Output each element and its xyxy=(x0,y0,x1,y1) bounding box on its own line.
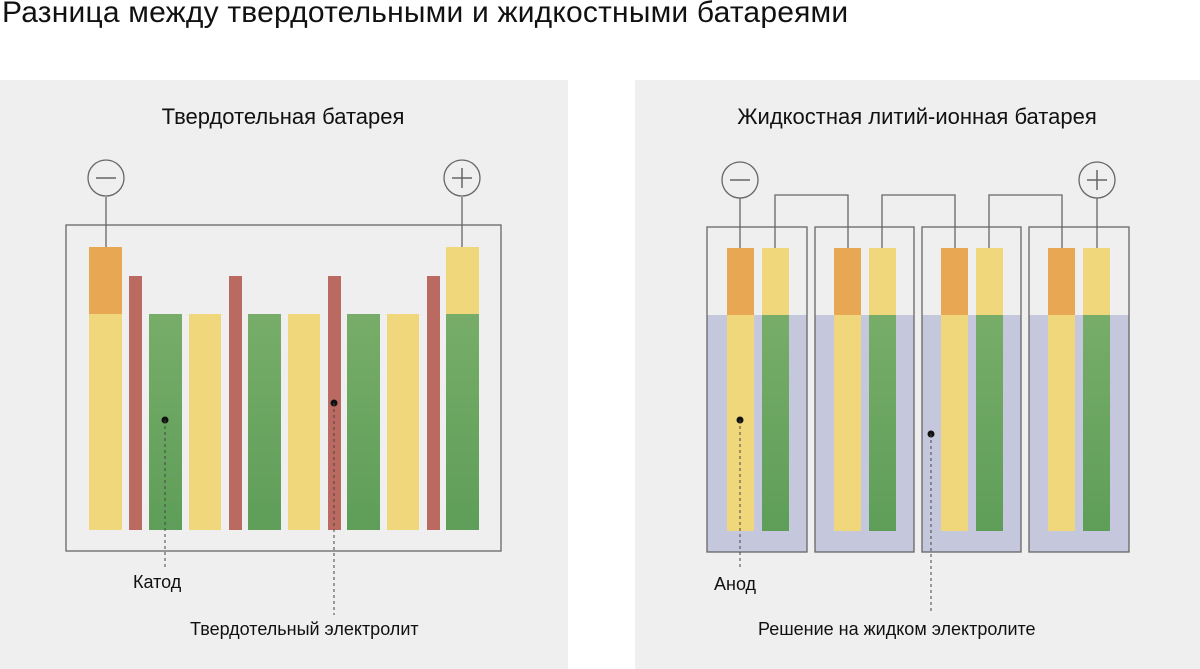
anode-layer xyxy=(941,315,968,531)
solid-electrolyte-label: Твердотельный электролит xyxy=(190,619,419,639)
positive-terminal-icon xyxy=(1078,161,1116,199)
cathode-collector xyxy=(976,248,1003,315)
cell-casing xyxy=(706,226,808,553)
cell-casing xyxy=(814,226,915,553)
cell-casing xyxy=(921,226,1022,553)
cathode-collector xyxy=(1083,248,1110,315)
liquid-ion-panel-title: Жидкостная литий-ионная батарея xyxy=(737,104,1097,129)
anode-layer xyxy=(189,314,221,530)
solid-state-battery xyxy=(65,159,502,615)
solid-electrolyte-layer xyxy=(229,276,242,530)
anode-layer xyxy=(387,314,419,530)
page-title: Разница между твердотельными и жидкостны… xyxy=(2,0,849,29)
liquid-electrolyte xyxy=(707,315,807,552)
cathode-collector xyxy=(869,248,896,315)
solid-electrolyte-layer xyxy=(129,276,142,530)
series-connector xyxy=(881,194,956,248)
solid-electrolyte-layer xyxy=(427,276,440,530)
anode-collector xyxy=(89,247,122,314)
anode-callout xyxy=(736,416,744,568)
positive-terminal-icon xyxy=(443,159,481,197)
solid-battery-casing xyxy=(65,224,502,552)
cathode-layer xyxy=(248,314,281,530)
cathode-layer xyxy=(446,314,479,530)
anode-collector xyxy=(727,248,754,315)
cathode-layer xyxy=(1083,315,1110,531)
cathode-layer xyxy=(762,315,789,531)
series-connector xyxy=(774,194,849,248)
anode-layer xyxy=(1048,315,1075,531)
solid-electrolyte-callout xyxy=(330,399,338,615)
cathode-collector xyxy=(446,247,479,314)
cathode-layer xyxy=(976,315,1003,531)
cathode-callout xyxy=(161,416,169,570)
solid-state-panel-title: Твердотельная батарея xyxy=(161,104,405,129)
cathode-label: Катод xyxy=(133,572,182,592)
negative-terminal-icon xyxy=(721,161,759,199)
anode-layer xyxy=(89,314,122,530)
cathode-collector xyxy=(762,248,789,315)
liquid-electrolyte-callout xyxy=(927,430,935,614)
cell-casing xyxy=(1028,226,1130,553)
liquid-electrolyte-label: Решение на жидком электролите xyxy=(758,619,1036,639)
anode-collector xyxy=(1048,248,1075,315)
liquid-ion-battery xyxy=(706,161,1130,614)
anode-label: Анод xyxy=(714,574,757,594)
liquid-electrolyte xyxy=(1029,315,1129,552)
anode-layer xyxy=(834,315,861,531)
series-connector xyxy=(988,194,1063,248)
anode-collector xyxy=(834,248,861,315)
anode-collector xyxy=(941,248,968,315)
cathode-layer xyxy=(347,314,380,530)
negative-terminal-icon xyxy=(87,159,125,197)
cathode-layer xyxy=(869,315,896,531)
liquid-electrolyte xyxy=(922,315,1021,552)
liquid-electrolyte xyxy=(815,315,914,552)
anode-layer xyxy=(288,314,320,530)
